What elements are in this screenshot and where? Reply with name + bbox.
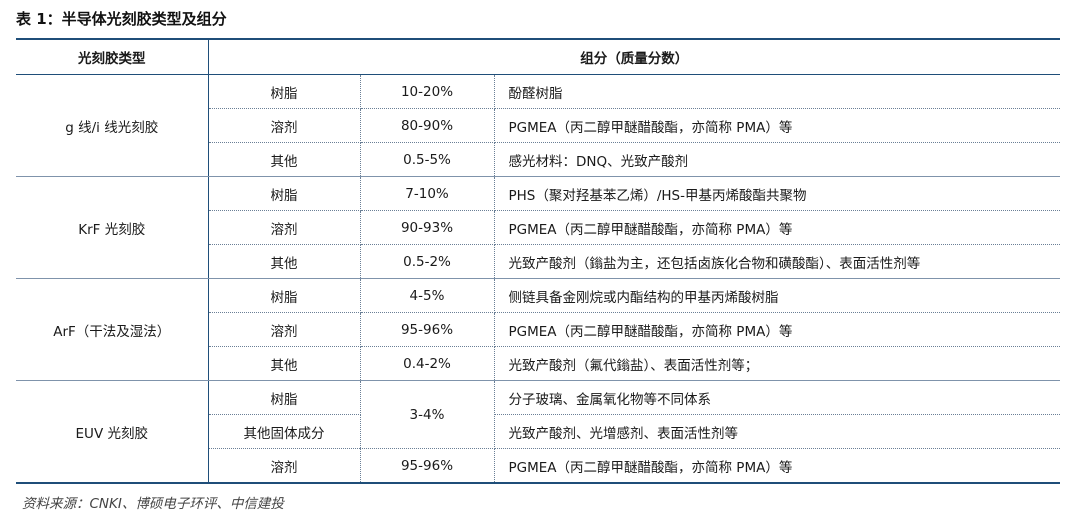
table-row: g 线/i 线光刻胶 树脂 10-20% 酚醛树脂 [16, 74, 1061, 177]
composition-table: 光刻胶类型 组分（质量分数） g 线/i 线光刻胶 树脂 10-20% 酚醛树脂… [16, 38, 1061, 484]
header-type: 光刻胶类型 [16, 40, 209, 75]
table-row: 其他 0.4-2% 光致产酸剂（氟代鎓盐）、表面活性剂等； [16, 346, 1061, 381]
component-cell: 溶剂 [208, 210, 361, 245]
component-cell: 树脂 [208, 74, 361, 109]
fraction-cell: 10-20% [360, 74, 495, 109]
resist-type-cell: KrF 光刻胶 [16, 176, 209, 279]
component-cell: 其他 [208, 244, 361, 279]
table-row: EUV 光刻胶 树脂 3-4% 分子玻璃、金属氧化物等不同体系 [16, 380, 1061, 482]
fraction-cell: 80-90% [360, 108, 495, 143]
resist-type-cell: ArF（干法及湿法） [16, 278, 209, 381]
table-row: KrF 光刻胶 树脂 7-10% PHS（聚对羟基苯乙烯）/HS-甲基丙烯酸酯共… [16, 176, 1061, 279]
description-cell: PGMEA（丙二醇甲醚醋酸酯，亦简称 PMA）等 [494, 312, 1061, 347]
table-row: ArF（干法及湿法） 树脂 4-5% 侧链具备金刚烷或内酯结构的甲基丙烯酸树脂 [16, 278, 1061, 381]
component-cell: 溶剂 [208, 448, 361, 482]
fraction-cell: 90-93% [360, 210, 495, 245]
component-cell: 其他固体成分 [208, 414, 361, 449]
component-cell: 其他 [208, 142, 361, 177]
table-row: 其他固体成分 光致产酸剂、光增感剂、表面活性剂等 [16, 414, 1061, 449]
fraction-cell: 7-10% [360, 176, 495, 211]
description-cell: PHS（聚对羟基苯乙烯）/HS-甲基丙烯酸酯共聚物 [494, 176, 1061, 211]
component-cell: 溶剂 [208, 108, 361, 143]
source-note: 资料来源：CNKI、博硕电子环评、中信建投 [22, 496, 284, 512]
table-row: 其他 0.5-5% 感光材料：DNQ、光致产酸剂 [16, 142, 1061, 177]
component-cell: 溶剂 [208, 312, 361, 347]
table-row: 溶剂 95-96% PGMEA（丙二醇甲醚醋酸酯，亦简称 PMA）等 [16, 448, 1060, 482]
fraction-cell: 0.5-5% [360, 142, 495, 177]
component-cell: 树脂 [208, 278, 361, 313]
component-cell: 其他 [208, 346, 361, 381]
description-cell: 侧链具备金刚烷或内酯结构的甲基丙烯酸树脂 [494, 278, 1061, 313]
description-cell: 酚醛树脂 [494, 74, 1061, 109]
description-cell: PGMEA（丙二醇甲醚醋酸酯，亦简称 PMA）等 [508, 459, 793, 476]
fraction-cell: 0.4-2% [360, 346, 495, 381]
fraction-cell: 95-96% [360, 448, 495, 482]
component-cell: 树脂 [208, 380, 361, 415]
table-top-rule [16, 38, 1060, 40]
fraction-cell: 4-5% [360, 278, 495, 313]
fraction-cell: 95-96% [360, 312, 495, 347]
fraction-cell: 3-4% [360, 380, 495, 449]
description-cell: 光致产酸剂（氟代鎓盐）、表面活性剂等； [494, 346, 1061, 381]
table-row: 其他 0.5-2% 光致产酸剂（鎓盐为主，还包括卤族化合物和磺酸酯）、表面活性剂… [16, 244, 1061, 279]
component-cell: 树脂 [208, 176, 361, 211]
description-cell: 分子玻璃、金属氧化物等不同体系 [494, 380, 1061, 415]
header-composition: 组分（质量分数） [208, 40, 1061, 75]
table-row: 溶剂 80-90% PGMEA（丙二醇甲醚醋酸酯，亦简称 PMA）等 [16, 108, 1061, 143]
description-cell: PGMEA（丙二醇甲醚醋酸酯，亦简称 PMA）等 [494, 108, 1061, 143]
description-cell: 光致产酸剂、光增感剂、表面活性剂等 [494, 414, 1061, 449]
resist-type-cell: EUV 光刻胶 [16, 380, 209, 482]
table-title: 表 1：半导体光刻胶类型及组分 [16, 10, 227, 28]
table-bottom-rule [16, 482, 1060, 484]
description-cell: 光致产酸剂（鎓盐为主，还包括卤族化合物和磺酸酯）、表面活性剂等 [494, 244, 1061, 279]
table-header-row: 光刻胶类型 组分（质量分数） [16, 40, 1061, 75]
description-cell: PGMEA（丙二醇甲醚醋酸酯，亦简称 PMA）等 [494, 210, 1061, 245]
fraction-cell: 0.5-2% [360, 244, 495, 279]
resist-type-cell: g 线/i 线光刻胶 [16, 74, 209, 177]
table-row: 溶剂 95-96% PGMEA（丙二醇甲醚醋酸酯，亦简称 PMA）等 [16, 312, 1061, 347]
description-cell: 感光材料：DNQ、光致产酸剂 [494, 142, 1061, 177]
table-row: 溶剂 90-93% PGMEA（丙二醇甲醚醋酸酯，亦简称 PMA）等 [16, 210, 1061, 245]
